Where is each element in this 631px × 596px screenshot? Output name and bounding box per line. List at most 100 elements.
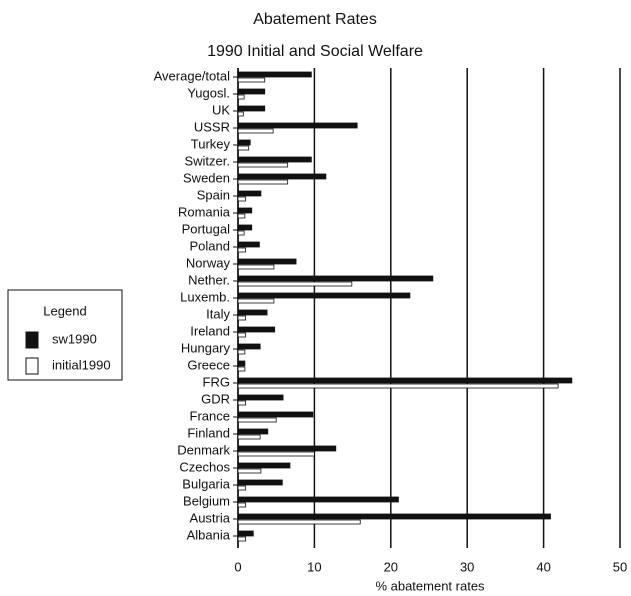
bar [237,213,246,219]
bar [237,360,246,367]
y-tick-label: Poland [190,238,230,253]
bar [237,519,361,525]
bar [237,128,274,134]
bar [237,434,261,440]
bar [237,451,315,457]
bar [237,513,551,520]
x-tick-label: 40 [536,559,550,574]
bar [237,224,253,231]
legend-title: Legend [43,303,86,318]
legend-label: initial1990 [52,357,111,372]
bar [237,496,399,503]
bar [237,485,247,491]
bar [237,428,269,435]
y-tick-label: Romania [178,204,231,219]
y-tick-label: Yugosl. [187,85,230,100]
y-tick-label: Hungary [181,340,231,355]
bar [237,264,275,270]
bar [237,383,559,389]
bar [237,105,266,112]
x-tick-label: 30 [460,559,474,574]
bar [237,468,262,474]
chart-subtitle: 1990 Initial and Social Welfare [207,43,423,60]
bar [237,162,289,168]
bar [237,230,245,236]
y-tick-label: Portugal [182,221,231,236]
legend-box [7,289,123,381]
y-tick-label: Italy [206,306,230,321]
bar [237,400,247,406]
x-tick-label: 0 [234,559,241,574]
y-tick-label: Denmark [177,442,230,457]
y-tick-label: Turkey [191,136,231,151]
y-tick-label: UK [212,102,230,117]
bar [237,377,573,384]
bar [237,411,314,418]
bar [237,88,266,95]
x-axis-label: % abatement rates [375,578,485,593]
bar [237,343,261,350]
y-tick-label: Average/total [154,68,230,83]
x-tick-label: 20 [384,559,398,574]
y-tick-label: Finland [187,425,230,440]
bar [237,326,276,333]
y-tick-label: USSR [194,119,230,134]
bar [237,122,358,129]
bar [237,445,337,452]
y-tick-label: GDR [201,391,230,406]
bar [237,196,247,202]
bar [237,502,247,508]
y-tick-label: FRG [203,374,230,389]
bar [237,479,283,486]
y-tick-label: Luxemb. [180,289,230,304]
bar [237,536,247,542]
bar [237,417,277,423]
y-tick-label: Czechos [179,459,230,474]
y-tick-label: Greece [187,357,230,372]
bar [237,145,250,151]
legend-swatch [25,357,39,375]
bar [237,462,291,469]
bar [237,173,327,180]
bar [237,394,284,401]
y-tick-label: Norway [186,255,231,270]
y-tick-label: Spain [197,187,230,202]
y-tick-label: Switzer. [184,153,230,168]
bar [237,179,289,185]
x-tick-label: 50 [613,559,627,574]
x-tick-label: 10 [307,559,321,574]
bar [237,71,312,78]
bar [237,111,244,117]
legend-swatch [25,331,39,349]
y-tick-label: Albania [187,527,231,542]
bar [237,292,411,299]
bar [237,156,312,163]
bar [237,94,245,100]
bar [237,139,251,146]
bar [237,315,247,321]
legend-label: sw1990 [52,331,97,346]
y-tick-label: Ireland [190,323,230,338]
bar [237,349,246,355]
bar [237,190,262,197]
y-tick-label: Austria [190,510,231,525]
y-tick-label: Belgium [183,493,230,508]
y-tick-label: Nether. [188,272,230,287]
bar [237,247,247,253]
bar [237,258,297,265]
bar [237,241,260,248]
bar [237,207,253,214]
bar [237,309,268,316]
y-tick-label: Bulgaria [182,476,230,491]
y-tick-label: France [190,408,230,423]
bar [237,530,254,537]
bar [237,281,353,287]
y-tick-label: Sweden [183,170,230,185]
bar [237,275,434,282]
bar [237,332,247,338]
bar [237,77,266,83]
bar [237,298,275,304]
chart-title: Abatement Rates [253,11,377,28]
bar [237,366,246,372]
